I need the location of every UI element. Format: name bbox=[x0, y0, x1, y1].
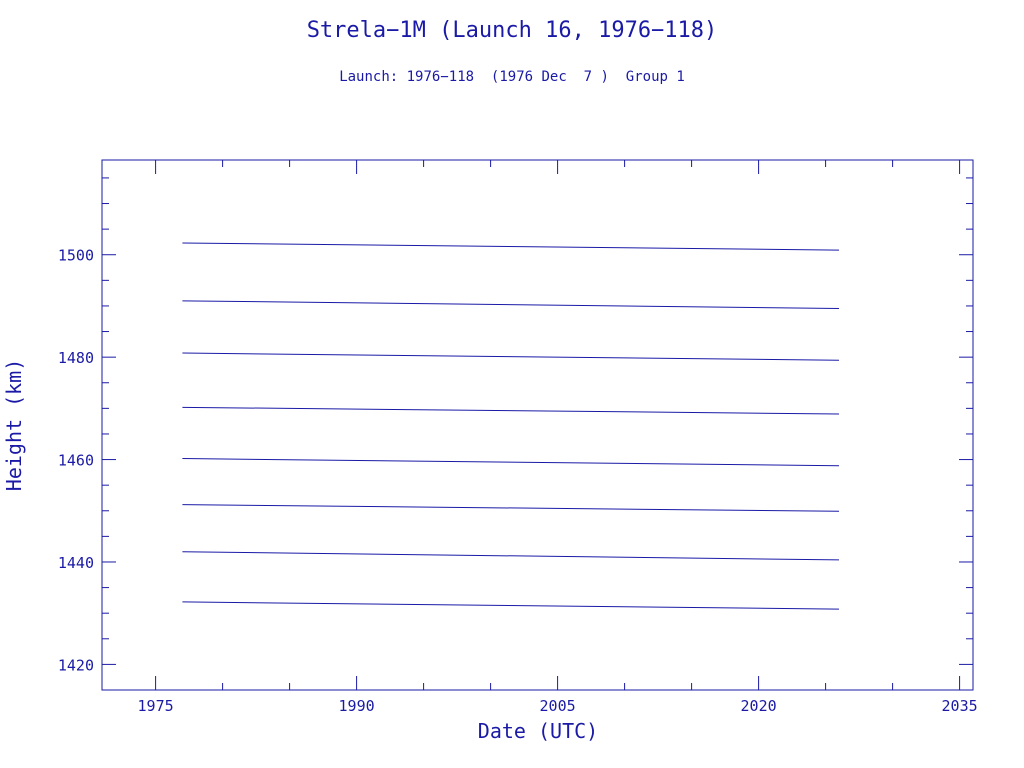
series-line-6 bbox=[182, 504, 840, 512]
x-tick-label: 1990 bbox=[339, 697, 375, 715]
tick-labels: 1975 1990 2005 2020 2035 1420 1440 1460 1480 1500 bbox=[58, 247, 978, 715]
x-tick-label: 2020 bbox=[741, 697, 777, 715]
y-tick-label: 1500 bbox=[58, 247, 94, 265]
series-line-2 bbox=[182, 300, 840, 310]
y-axis-label: Height (km) bbox=[2, 359, 26, 491]
axis-ticks bbox=[102, 160, 973, 691]
x-axis-label: Date (UTC) bbox=[478, 719, 598, 743]
series-line-4 bbox=[182, 406, 840, 415]
y-tick-label: 1440 bbox=[58, 554, 94, 572]
chart-title: Strela−1M (Launch 16, 1976−118) bbox=[307, 18, 718, 43]
series-line-8 bbox=[182, 601, 840, 610]
series-line-5 bbox=[182, 458, 840, 467]
series-line-1 bbox=[182, 242, 840, 251]
x-tick-label: 1975 bbox=[138, 697, 174, 715]
y-tick-label: 1460 bbox=[58, 452, 94, 470]
plot-frame bbox=[101, 159, 974, 691]
chart-subtitle: Launch: 1976−118 (1976 Dec 7 ) Group 1 bbox=[339, 69, 685, 85]
data-series bbox=[182, 242, 840, 610]
series-line-3 bbox=[182, 352, 840, 361]
x-tick-label: 2005 bbox=[540, 697, 576, 715]
series-line-7 bbox=[182, 551, 840, 561]
y-tick-label: 1420 bbox=[58, 656, 94, 674]
y-tick-label: 1480 bbox=[58, 349, 94, 367]
x-tick-label: 2035 bbox=[942, 697, 978, 715]
